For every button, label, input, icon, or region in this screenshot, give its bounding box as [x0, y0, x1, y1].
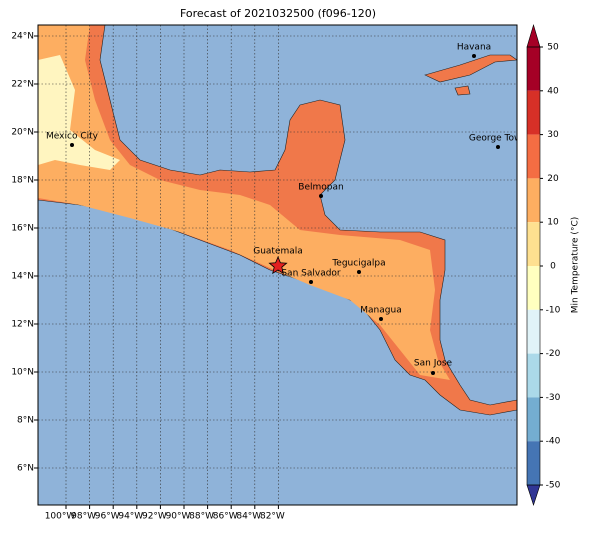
colorbar-extend-top: [526, 23, 541, 48]
city-dot: [319, 194, 323, 198]
colorbar-tick-label: -20: [546, 349, 561, 359]
colorbar-band: [527, 178, 540, 223]
city-label: San Jose: [414, 359, 453, 369]
x-tick-label: 90°W: [166, 512, 191, 522]
colorbar-band: [527, 134, 540, 179]
colorbar-band: [527, 90, 540, 135]
y-tick-label: 12°N: [11, 320, 34, 330]
city-dot: [309, 280, 313, 284]
land-cool: [38, 55, 120, 170]
colorbar-tick-label: -10: [546, 305, 561, 315]
x-tick-label: 84°W: [236, 512, 261, 522]
x-tick-label: 98°W: [71, 512, 96, 522]
capital-star: [268, 255, 288, 275]
city-label: Havana: [457, 43, 491, 53]
cuba: [424, 54, 517, 83]
colorbar-band: [527, 397, 540, 442]
x-tick-label: 86°W: [213, 512, 238, 522]
x-tick-label: 92°W: [142, 512, 167, 522]
y-tick-label: 16°N: [11, 224, 34, 234]
colorbar-tick-label: 10: [547, 218, 559, 228]
colorbar-band: [527, 47, 540, 91]
colorbar-band: [527, 222, 540, 266]
city-label: Managua: [360, 306, 401, 316]
y-tick-label: 14°N: [11, 272, 34, 282]
y-tick-label: 24°N: [11, 32, 34, 42]
y-tick-label: 6°N: [17, 464, 34, 474]
x-tick-label: 88°W: [189, 512, 214, 522]
colorbar-tick-label: 50: [547, 43, 559, 53]
x-tick-label: 96°W: [95, 512, 120, 522]
city-label: Mexico City: [46, 132, 99, 142]
city-label: George Town: [469, 134, 527, 144]
colorbar-band: [527, 441, 540, 485]
colorbar-tick-label: -40: [546, 437, 561, 447]
city-dot: [496, 145, 500, 149]
colorbar-tick-label: 0: [550, 262, 556, 272]
city-label: San Salvador: [281, 269, 341, 279]
map-title: Forecast of 2021032500 (f096-120): [180, 7, 376, 20]
city-label: Tegucigalpa: [331, 259, 385, 269]
city-dot: [357, 270, 361, 274]
city-label: Belmopan: [298, 183, 343, 193]
y-tick-label: 20°N: [11, 128, 34, 138]
land-warm: [38, 25, 450, 380]
map-frame: [37, 24, 518, 506]
colorbar-tick-label: -50: [546, 481, 561, 491]
city-label: Guatemala: [253, 247, 303, 257]
colorbar-band: [527, 309, 540, 354]
colorbar-tick-label: 30: [547, 130, 559, 140]
colorbar-band: [527, 266, 540, 310]
colorbar-extend-bottom: [526, 484, 541, 506]
x-tick-label: 94°W: [118, 512, 143, 522]
y-tick-label: 8°N: [17, 416, 34, 426]
colorbar-tick-label: 40: [547, 86, 559, 96]
y-tick-label: 18°N: [11, 176, 34, 186]
x-tick-label: 82°W: [260, 512, 285, 522]
city-dot: [431, 371, 435, 375]
city-dot: [472, 54, 476, 58]
colorbar-tick-label: -30: [546, 393, 561, 403]
x-tick-label: 100°W: [45, 512, 76, 522]
colorbar-tick-label: 20: [547, 174, 559, 184]
colorbar-label: Min Temperature (°C): [571, 217, 581, 314]
map-area: Havana Mexico City George Town Belmopan Guat…: [38, 25, 527, 505]
city-dot: [379, 317, 383, 321]
y-tick-label: 22°N: [11, 80, 34, 90]
colorbar-band: [527, 353, 540, 398]
city-dot: [70, 143, 74, 147]
island: [454, 85, 471, 96]
y-tick-label: 10°N: [11, 368, 34, 378]
